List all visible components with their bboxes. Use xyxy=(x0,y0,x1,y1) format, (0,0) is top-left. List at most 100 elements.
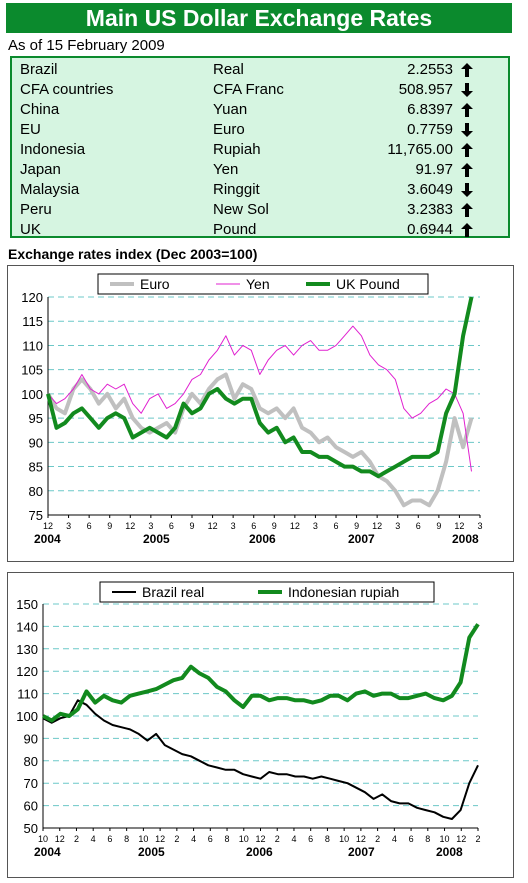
y-tick-label: 115 xyxy=(22,314,43,329)
rates-table: Brazil Real 2.2553 CFA countries CFA Franc 50… xyxy=(10,56,510,238)
legend-label: Brazil real xyxy=(142,584,204,600)
rate-country: Japan xyxy=(20,161,61,178)
y-tick-label: 130 xyxy=(16,642,38,657)
y-tick-label: 110 xyxy=(17,687,38,702)
x-tick-label: 6 xyxy=(169,521,174,531)
x-tick-label: 10 xyxy=(440,834,450,844)
year-label: 2004 xyxy=(34,845,61,859)
x-tick-label: 3 xyxy=(148,521,153,531)
x-tick-label: 12 xyxy=(456,834,466,844)
arrow-up-icon xyxy=(461,203,473,217)
x-tick-label: 6 xyxy=(416,521,421,531)
rate-value: 3.2383 xyxy=(407,201,453,218)
year-label: 2008 xyxy=(436,845,463,859)
year-label: 2006 xyxy=(246,845,273,859)
x-tick-label: 8 xyxy=(425,834,430,844)
x-tick-label: 2 xyxy=(174,834,179,844)
y-tick-label: 120 xyxy=(21,290,43,305)
x-tick-label: 10 xyxy=(38,834,48,844)
rate-currency: Real xyxy=(213,61,244,78)
x-tick-label: 12 xyxy=(454,521,464,531)
rate-row-china: China Yuan 6.8397 xyxy=(12,100,508,120)
arrow-down-icon xyxy=(461,183,473,197)
year-label: 2007 xyxy=(348,845,375,859)
x-tick-label: 6 xyxy=(251,521,256,531)
arrow-down-icon xyxy=(461,83,473,97)
y-tick-label: 80 xyxy=(29,484,43,499)
x-tick-label: 12 xyxy=(208,521,218,531)
as-of-date: As of 15 February 2009 xyxy=(8,37,165,54)
rate-currency: Euro xyxy=(213,121,245,138)
x-tick-label: 12 xyxy=(125,521,135,531)
x-tick-label: 8 xyxy=(325,834,330,844)
y-tick-label: 95 xyxy=(29,411,43,426)
rate-row-peru: Peru New Sol 3.2383 xyxy=(12,200,508,220)
x-tick-label: 2 xyxy=(275,834,280,844)
y-tick-label: 90 xyxy=(29,435,43,450)
rate-currency: Yuan xyxy=(213,101,248,118)
rate-currency: Ringgit xyxy=(213,181,260,198)
year-label: 2005 xyxy=(143,532,170,546)
x-tick-label: 8 xyxy=(124,834,129,844)
year-label: 2008 xyxy=(452,532,479,546)
rate-value: 2.2553 xyxy=(407,61,453,78)
y-tick-label: 105 xyxy=(21,363,43,378)
x-tick-label: 10 xyxy=(138,834,148,844)
x-tick-label: 12 xyxy=(55,834,65,844)
x-tick-label: 6 xyxy=(208,834,213,844)
x-tick-label: 12 xyxy=(43,521,53,531)
exchange-index-chart: 75 80 85 90 95 100 105 110 115 120 12 3 6 9 12 3 6 9 12 3 6 9… xyxy=(7,265,514,562)
x-tick-label: 6 xyxy=(107,834,112,844)
exchange-index-chart-svg: 75 80 85 90 95 100 105 110 115 120 12 3 6 9 12 3 6 9 12 3 6 9… xyxy=(21,273,483,546)
x-tick-label: 9 xyxy=(107,521,112,531)
x-tick-label: 3 xyxy=(313,521,318,531)
x-tick-label: 3 xyxy=(231,521,236,531)
rate-value: 508.957 xyxy=(398,81,453,98)
rate-currency: Rupiah xyxy=(213,141,261,158)
x-tick-label: 3 xyxy=(477,521,482,531)
arrow-down-icon xyxy=(461,123,473,137)
page-title: Main US Dollar Exchange Rates xyxy=(6,3,512,33)
brazil-indonesia-chart-svg: 50 60 70 80 90 100 110 120 130 140 150 10 12 2 4 6 8 10 12… xyxy=(16,581,481,859)
y-tick-label: 50 xyxy=(24,821,38,836)
rate-country: Indonesia xyxy=(20,141,86,158)
x-tick-label: 2 xyxy=(74,834,79,844)
arrow-up-icon xyxy=(461,163,473,177)
x-tick-label: 12 xyxy=(155,834,165,844)
rate-country: UK xyxy=(20,221,41,238)
rate-value: 6.8397 xyxy=(407,101,453,118)
rate-value: 0.6944 xyxy=(407,221,453,238)
x-tick-label: 6 xyxy=(87,521,92,531)
rate-country: Malaysia xyxy=(20,181,80,198)
x-tick-label: 3 xyxy=(66,521,71,531)
legend-label: UK Pound xyxy=(336,276,400,292)
x-tick-label: 4 xyxy=(191,834,196,844)
rate-country: Peru xyxy=(20,201,52,218)
x-tick-label: 6 xyxy=(409,834,414,844)
rate-row-uk: UK Pound 0.6944 xyxy=(12,220,508,240)
arrow-up-icon xyxy=(461,143,473,157)
series-line-uk-pound xyxy=(46,296,474,479)
rate-value: 3.6049 xyxy=(407,181,453,198)
legend-box xyxy=(97,273,429,295)
y-tick-label: 85 xyxy=(29,460,43,475)
rate-country: EU xyxy=(20,121,41,138)
rate-row-brazil: Brazil Real 2.2553 xyxy=(12,60,508,80)
rate-country: CFA countries xyxy=(20,81,114,98)
series-line-euro xyxy=(46,372,474,508)
rate-country: China xyxy=(20,101,60,118)
series-line-brazil-real xyxy=(42,699,479,820)
y-tick-label: 90 xyxy=(24,731,38,746)
rate-row-indonesia: Indonesia Rupiah 11,765.00 xyxy=(12,140,508,160)
y-tick-label: 70 xyxy=(24,776,38,791)
y-tick-label: 100 xyxy=(21,387,43,402)
y-tick-label: 60 xyxy=(24,799,38,814)
x-tick-label: 3 xyxy=(395,521,400,531)
x-tick-label: 8 xyxy=(225,834,230,844)
year-label: 2006 xyxy=(249,532,276,546)
y-tick-label: 110 xyxy=(22,338,43,353)
x-tick-label: 2 xyxy=(475,834,480,844)
x-tick-label: 12 xyxy=(290,521,300,531)
x-tick-label: 6 xyxy=(333,521,338,531)
year-label: 2007 xyxy=(348,532,375,546)
